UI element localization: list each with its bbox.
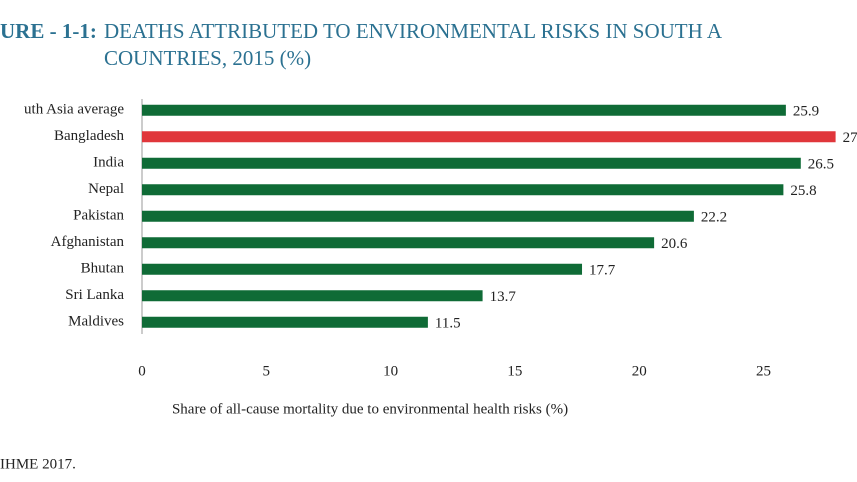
- x-tick-label: 10: [383, 363, 398, 379]
- bar: [142, 237, 655, 249]
- bar: [142, 131, 836, 143]
- value-label: 17.7: [589, 263, 616, 279]
- value-label: 27.9: [843, 130, 857, 146]
- x-tick-label: 5: [263, 363, 271, 379]
- bar: [142, 263, 583, 275]
- x-tick-label: 15: [507, 363, 522, 379]
- value-label: 11.5: [435, 316, 461, 332]
- chart-title: DEATHS ATTRIBUTED TO ENVIRONMENTAL RISKS…: [104, 19, 723, 43]
- bar: [142, 316, 428, 328]
- x-tick-label: 25: [756, 363, 771, 379]
- chart-title-line2: COUNTRIES, 2015 (%): [104, 46, 311, 70]
- bar: [142, 157, 801, 169]
- x-axis-label: Share of all-cause mortality due to envi…: [172, 401, 568, 417]
- y-tick-label: uth Asia average: [24, 102, 124, 118]
- y-tick-label: Bangladesh: [54, 128, 124, 144]
- value-label: 25.9: [793, 104, 819, 120]
- bar: [142, 184, 784, 196]
- y-tick-label: Maldives: [68, 314, 124, 330]
- chart-title-prefix: URE - 1-1:: [0, 19, 97, 43]
- x-tick-label: 0: [138, 363, 146, 379]
- value-label: 13.7: [490, 289, 517, 305]
- value-label: 26.5: [808, 157, 834, 173]
- x-tick-label: 20: [632, 363, 647, 379]
- source: IHME 2017.: [0, 456, 76, 472]
- value-label: 25.8: [790, 183, 816, 199]
- bar: [142, 104, 786, 116]
- y-tick-label: Nepal: [88, 181, 124, 197]
- bar: [142, 290, 483, 302]
- y-tick-label: Bhutan: [81, 261, 125, 277]
- y-tick-label: India: [93, 155, 124, 171]
- y-tick-label: Sri Lanka: [65, 287, 124, 303]
- value-label: 20.6: [661, 236, 688, 252]
- y-tick-label: Pakistan: [73, 208, 124, 224]
- value-label: 22.2: [701, 210, 727, 226]
- y-tick-label: Afghanistan: [51, 234, 125, 250]
- bar: [142, 210, 694, 222]
